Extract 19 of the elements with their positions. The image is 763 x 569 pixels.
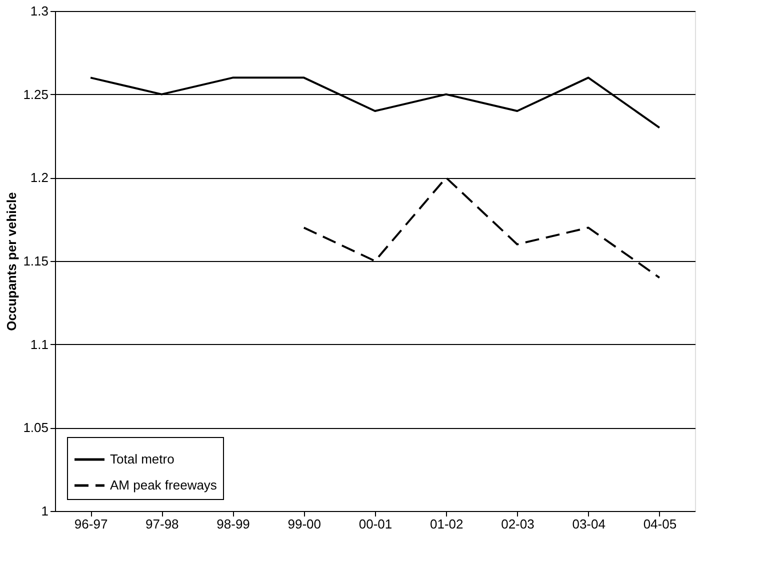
y-tick-label: 1.25: [23, 86, 48, 102]
legend-label: Total metro: [110, 452, 174, 466]
y-tick-label: 1.2: [30, 170, 48, 186]
y-tick-label: 1.1: [30, 336, 48, 352]
x-tick-label: 01-02: [430, 516, 464, 532]
legend-label: AM peak freeways: [110, 478, 218, 492]
x-tick-label: 99-00: [288, 516, 322, 532]
x-tick-label: 02-03: [501, 516, 534, 532]
y-tick-label: 1.3: [30, 4, 48, 18]
y-tick-label: 1.15: [23, 254, 48, 268]
x-tick-label: 96-97: [74, 516, 108, 532]
x-tick-label: 97-98: [146, 516, 179, 532]
x-tick-label: 98-99: [216, 516, 250, 532]
y-tick-label: 1.05: [23, 420, 48, 436]
y-tick-label: 1: [41, 504, 48, 518]
y-axis-title: Occupants per vehicle: [4, 192, 20, 331]
x-tick-label: 00-01: [358, 516, 392, 532]
x-tick-label: 04-05: [643, 516, 677, 532]
x-tick-label: 03-04: [572, 516, 606, 532]
